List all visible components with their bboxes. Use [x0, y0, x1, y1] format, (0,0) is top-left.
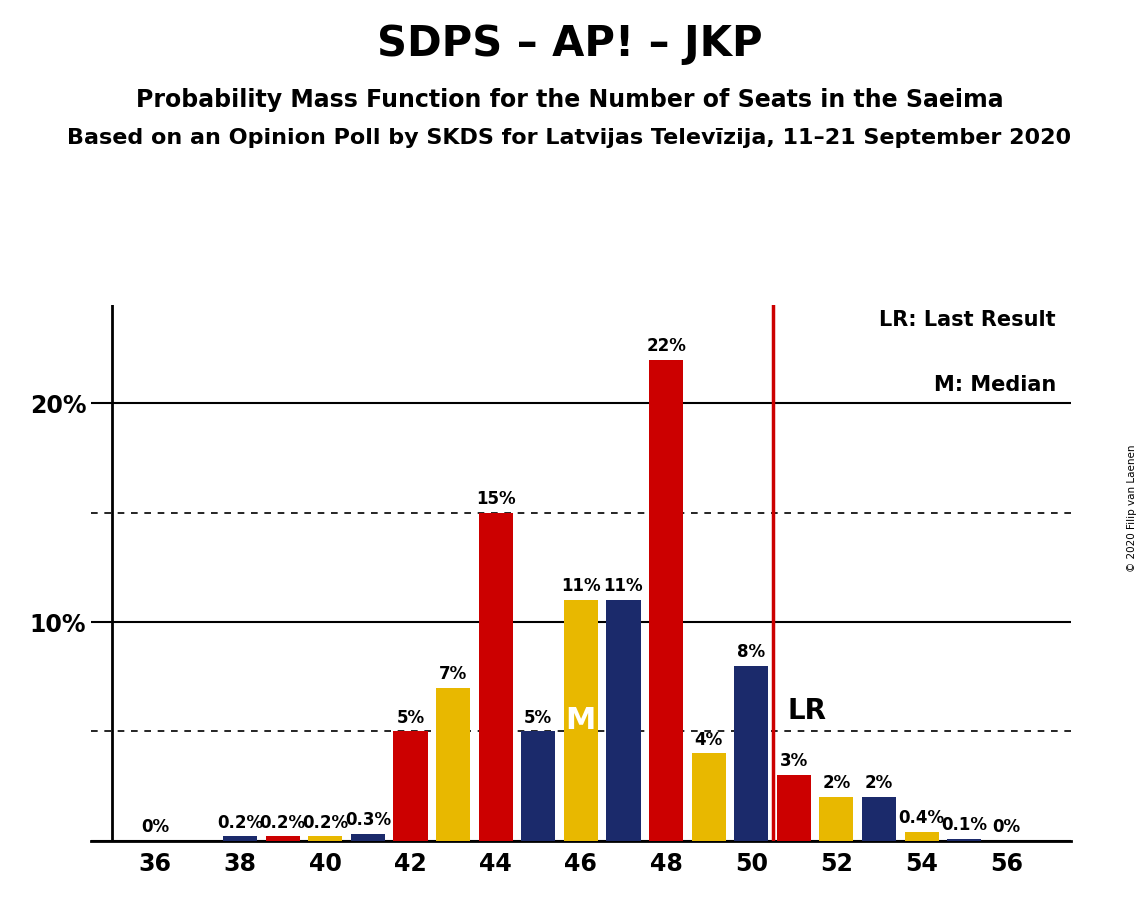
- Text: 3%: 3%: [780, 752, 808, 771]
- Text: 0.3%: 0.3%: [345, 811, 391, 830]
- Text: 0.4%: 0.4%: [899, 809, 944, 827]
- Bar: [649, 359, 683, 841]
- Bar: [522, 732, 556, 841]
- Bar: [904, 833, 939, 841]
- Bar: [436, 687, 470, 841]
- Bar: [223, 836, 257, 841]
- Text: 15%: 15%: [476, 490, 516, 508]
- Text: 0.2%: 0.2%: [302, 814, 349, 832]
- Text: 2%: 2%: [865, 774, 893, 792]
- Text: 4%: 4%: [695, 731, 723, 748]
- Bar: [478, 513, 513, 841]
- Text: 8%: 8%: [737, 643, 765, 661]
- Text: LR: LR: [787, 697, 827, 725]
- Text: 11%: 11%: [562, 578, 600, 595]
- Bar: [862, 797, 896, 841]
- Bar: [351, 834, 385, 841]
- Bar: [606, 601, 640, 841]
- Text: 0%: 0%: [993, 818, 1021, 836]
- Bar: [309, 836, 343, 841]
- Text: 0%: 0%: [141, 818, 169, 836]
- Text: 11%: 11%: [604, 578, 644, 595]
- Bar: [777, 775, 811, 841]
- Text: 0.2%: 0.2%: [260, 814, 306, 832]
- Bar: [393, 732, 427, 841]
- Bar: [948, 839, 981, 841]
- Bar: [265, 836, 300, 841]
- Text: © 2020 Filip van Laenen: © 2020 Filip van Laenen: [1126, 444, 1137, 572]
- Text: 5%: 5%: [396, 709, 425, 726]
- Text: Probability Mass Function for the Number of Seats in the Saeima: Probability Mass Function for the Number…: [136, 88, 1003, 112]
- Text: M: M: [566, 706, 596, 735]
- Text: LR: Last Result: LR: Last Result: [879, 310, 1056, 330]
- Text: 22%: 22%: [646, 336, 686, 355]
- Text: SDPS – AP! – JKP: SDPS – AP! – JKP: [377, 23, 762, 65]
- Text: 0.1%: 0.1%: [941, 816, 988, 833]
- Text: 0.2%: 0.2%: [218, 814, 263, 832]
- Bar: [735, 666, 769, 841]
- Bar: [819, 797, 853, 841]
- Text: Based on an Opinion Poll by SKDS for Latvijas Televīzija, 11–21 September 2020: Based on an Opinion Poll by SKDS for Lat…: [67, 128, 1072, 148]
- Text: 7%: 7%: [439, 665, 467, 683]
- Bar: [564, 601, 598, 841]
- Bar: [691, 753, 726, 841]
- Text: 5%: 5%: [524, 709, 552, 726]
- Text: 2%: 2%: [822, 774, 851, 792]
- Text: M: Median: M: Median: [934, 374, 1056, 395]
